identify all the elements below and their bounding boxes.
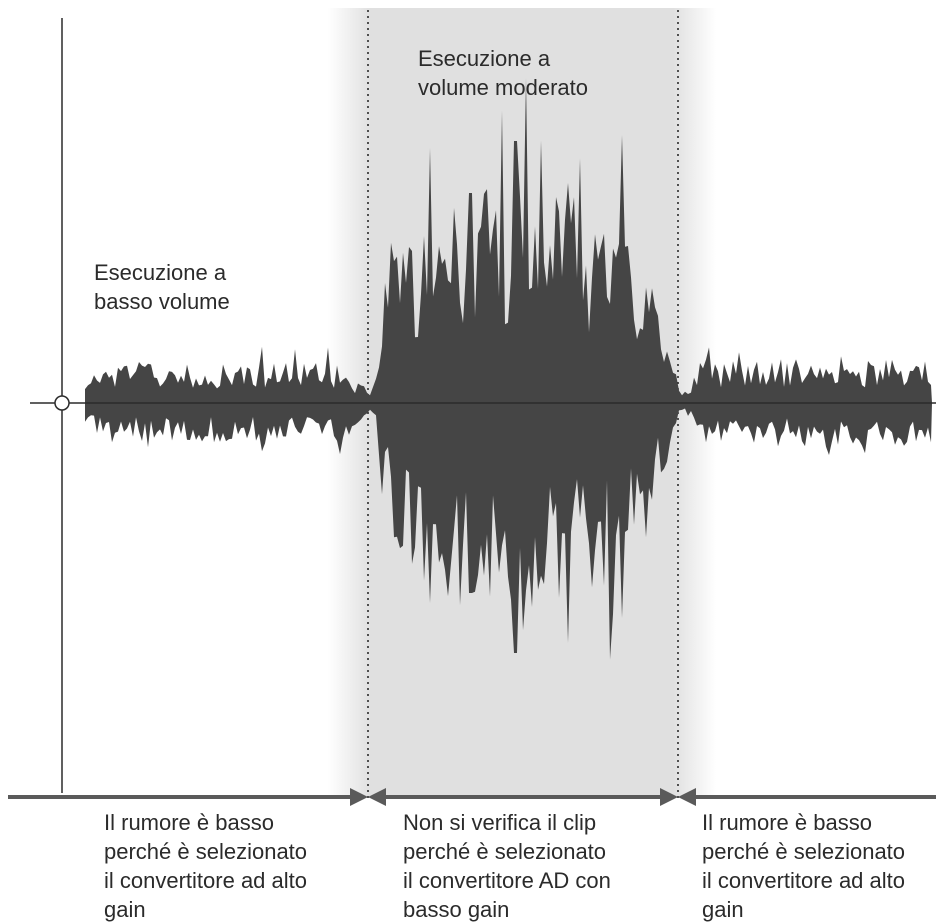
audio-waveform: [85, 78, 932, 660]
caption-middle-line-4: basso gain: [403, 897, 510, 922]
caption-left-line-3: il convertitore ad alto: [104, 868, 307, 893]
caption-right: Il rumore è basso perché è selezionato i…: [702, 808, 905, 924]
origin-marker: [54, 395, 70, 411]
caption-left-line-1: Il rumore è basso: [104, 810, 274, 835]
low-volume-label-line-2: basso volume: [94, 289, 230, 314]
caption-middle-line-1: Non si verifica il clip: [403, 810, 597, 835]
low-volume-label: Esecuzione a basso volume: [94, 258, 230, 316]
caption-right-line-4: gain: [702, 897, 744, 922]
moderate-volume-label-line-2: volume moderato: [418, 75, 588, 100]
caption-right-line-1: Il rumore è basso: [702, 810, 872, 835]
range-segment-right: [678, 788, 936, 806]
range-segment-middle: [368, 788, 678, 806]
moderate-volume-label: Esecuzione a volume moderato: [418, 44, 588, 102]
caption-middle-line-2: perché è selezionato: [403, 839, 607, 864]
caption-left-line-4: gain: [104, 897, 146, 922]
caption-middle-line-3: il convertitore AD con: [403, 868, 611, 893]
caption-right-line-2: perché è selezionato: [702, 839, 906, 864]
caption-left-line-2: perché è selezionato: [104, 839, 308, 864]
caption-right-line-3: il convertitore ad alto: [702, 868, 905, 893]
moderate-volume-label-line-1: Esecuzione a: [418, 46, 551, 71]
caption-left: Il rumore è basso perché è selezionato i…: [104, 808, 307, 924]
caption-middle: Non si verifica il clip perché è selezio…: [403, 808, 611, 924]
low-volume-label-line-1: Esecuzione a: [94, 260, 227, 285]
range-segment-left: [8, 788, 368, 806]
